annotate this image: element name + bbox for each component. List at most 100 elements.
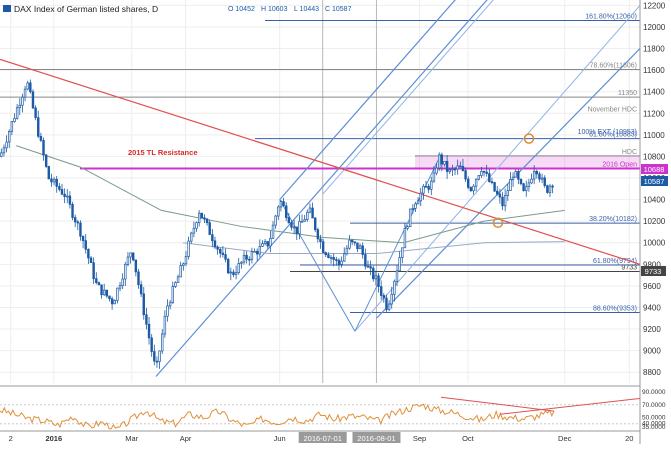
candle-body — [102, 289, 106, 296]
candle-body — [92, 262, 95, 280]
candle-body — [514, 171, 517, 178]
candle-body — [324, 252, 327, 256]
pitchfork-line — [279, 199, 356, 332]
candle-body — [184, 256, 188, 265]
candle-body — [517, 171, 520, 180]
candle-body — [369, 266, 372, 269]
candle-body — [393, 280, 396, 295]
candle-body — [435, 167, 438, 174]
candle-body — [551, 185, 554, 188]
level-9733-label: 9733 — [645, 267, 662, 276]
candle-body — [42, 140, 45, 156]
candle-body — [432, 172, 436, 182]
candle-body — [52, 178, 56, 183]
candle-body — [245, 254, 248, 260]
y-axis: 8800 9000 9200 9400 9600 9800 10000 10200 10400 1… — [639, 0, 666, 444]
candle-body — [190, 232, 193, 242]
level-label: 9733 — [621, 265, 637, 272]
y-tick-label: 11800 — [643, 45, 665, 54]
candle-body — [477, 175, 480, 180]
y-tick-label: 11000 — [643, 131, 665, 140]
candle-body — [147, 323, 151, 339]
candle-body — [113, 300, 116, 305]
level-9733-box — [641, 266, 666, 276]
candle-body — [39, 135, 43, 141]
candle-body — [308, 207, 312, 213]
candle-body — [121, 278, 124, 286]
x-tick-highlight — [298, 432, 347, 443]
candle-body — [10, 121, 14, 132]
candle-body — [474, 178, 478, 187]
candle-body — [519, 178, 523, 185]
candle-body — [345, 247, 349, 255]
candle-body — [406, 226, 409, 229]
rsi-trendline — [440, 396, 555, 412]
candle-body — [279, 201, 283, 208]
candle-body — [327, 254, 330, 258]
candle-body — [506, 190, 509, 196]
candle-body — [358, 245, 362, 250]
candle-body — [137, 271, 140, 286]
ohlc-high: H 10603 — [261, 6, 288, 13]
candle-body — [329, 257, 333, 259]
level-label: 61.80%(9794) — [593, 258, 637, 265]
y-tick-label: 12000 — [643, 23, 666, 32]
level-label: HDC — [622, 149, 637, 156]
candle-body — [18, 104, 21, 109]
y-tick-label: 10800 — [643, 152, 666, 161]
candle-body — [87, 248, 90, 259]
candle-body — [208, 222, 211, 235]
candle-body — [266, 241, 269, 247]
candle-body — [535, 170, 539, 175]
candle-body — [240, 261, 243, 264]
candle-body — [197, 212, 201, 224]
candle-body — [287, 217, 291, 224]
candle-body — [8, 131, 11, 143]
level-label: 11350 — [618, 90, 637, 97]
y-tick-label: 11200 — [643, 109, 665, 118]
candlestick-series — [0, 79, 554, 369]
candle-body — [76, 221, 80, 224]
candle-body — [213, 240, 217, 248]
candle-body — [263, 241, 267, 244]
candle-body — [493, 182, 496, 192]
candle-body — [525, 186, 528, 192]
candle-body — [427, 185, 430, 190]
grid — [0, 0, 640, 383]
candle-body — [443, 160, 446, 165]
candle-body — [538, 173, 541, 180]
candle-body — [232, 271, 235, 276]
candle-body — [295, 226, 298, 234]
pitchfork-line — [279, 0, 456, 200]
candle-body — [174, 282, 177, 287]
candle-body — [168, 302, 172, 307]
support-circle — [492, 217, 504, 229]
candle-body — [408, 208, 412, 227]
candle-body — [234, 272, 238, 276]
candle-body — [282, 201, 285, 207]
candle-body — [451, 168, 454, 171]
x-tick-label: 20 — [625, 434, 633, 443]
trendlines — [0, 58, 640, 265]
candle-body — [448, 169, 451, 172]
candle-body — [171, 286, 174, 304]
candle-body — [546, 185, 549, 193]
candle-body — [501, 196, 504, 207]
candle-body — [116, 287, 119, 301]
candle-body — [464, 170, 467, 180]
collapse-icon[interactable] — [3, 5, 11, 12]
pitchfork-line — [322, 0, 494, 195]
candle-body — [527, 182, 531, 187]
open-price-box — [641, 164, 668, 174]
candle-body — [300, 220, 304, 223]
candle-body — [532, 170, 536, 180]
candle-body — [306, 211, 309, 220]
moving-average-200 — [15, 145, 565, 244]
candle-body — [271, 224, 275, 239]
candle-body — [176, 276, 180, 283]
candle-body — [459, 165, 462, 168]
candle-body — [71, 204, 74, 218]
